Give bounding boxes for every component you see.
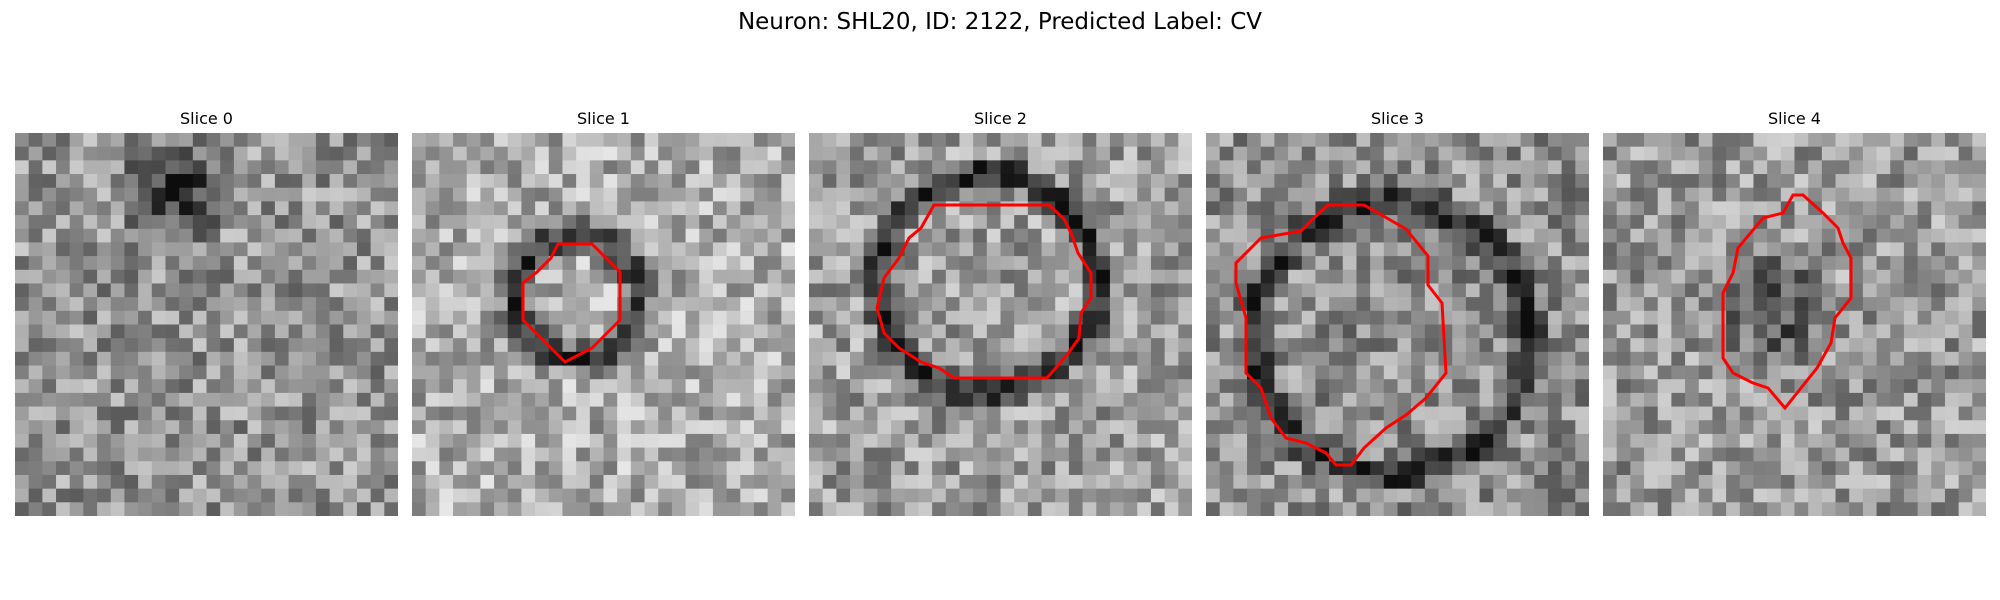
slice-image-1 (412, 133, 795, 516)
slice-title-3: Slice 3 (1371, 109, 1424, 128)
grayscale-pixel-grid (1206, 133, 1589, 516)
slice-image-3 (1206, 133, 1589, 516)
segmentation-contour (875, 203, 1093, 380)
slice-title-1: Slice 1 (577, 109, 630, 128)
segmentation-contour (1234, 203, 1448, 467)
grayscale-pixel-grid (1603, 133, 1986, 516)
slice-image-2 (809, 133, 1192, 516)
slice-panel-0: Slice 0 (15, 108, 398, 516)
slice-image-0 (15, 133, 398, 516)
figure-title: Neuron: SHL20, ID: 2122, Predicted Label… (737, 9, 1263, 35)
slice-panel-1: Slice 1 (412, 108, 795, 516)
grayscale-pixel-grid (809, 133, 1192, 516)
slice-title-4: Slice 4 (1768, 109, 1821, 128)
segmentation-contour (1721, 193, 1853, 411)
slice-title-2: Slice 2 (974, 109, 1027, 128)
grayscale-pixel-grid (15, 133, 398, 516)
slice-title-0: Slice 0 (180, 109, 233, 128)
slice-panel-3: Slice 3 (1206, 108, 1589, 516)
slice-panel-2: Slice 2 (809, 108, 1192, 516)
grayscale-pixel-grid (412, 133, 795, 516)
slice-panel-4: Slice 4 (1603, 108, 1986, 516)
slice-image-4 (1603, 133, 1986, 516)
segmentation-contour (521, 242, 622, 364)
